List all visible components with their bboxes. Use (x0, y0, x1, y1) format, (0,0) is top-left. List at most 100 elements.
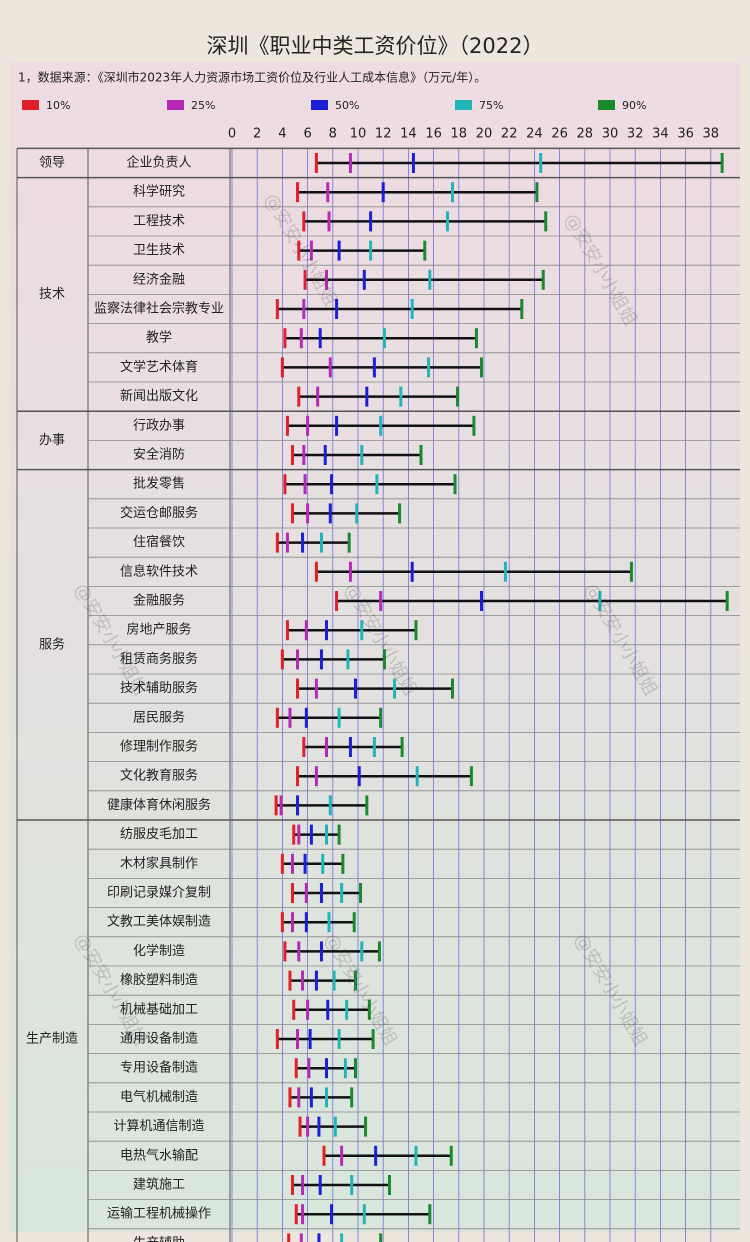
category-label: 租赁商务服务 (120, 651, 198, 667)
x-tick-label: 20 (476, 127, 493, 142)
category-label: 企业负责人 (126, 155, 191, 171)
percentile-mark (297, 824, 301, 845)
percentile-mark (285, 532, 289, 553)
category-label: 专用设备制造 (120, 1060, 198, 1076)
percentile-mark (280, 853, 284, 874)
category-label: 交运仓邮服务 (120, 505, 198, 521)
percentile-mark (301, 1204, 305, 1225)
percentile-mark (415, 766, 419, 787)
percentile-mark (296, 649, 300, 670)
percentile-mark (285, 415, 289, 436)
percentile-mark (372, 357, 376, 378)
percentile-mark (314, 766, 318, 787)
percentile-mark (314, 678, 318, 699)
percentile-mark (296, 678, 300, 699)
category-label: 电热气水输配 (120, 1147, 198, 1163)
x-tick-label: 16 (425, 127, 442, 142)
category-label: 机械基础加工 (120, 1002, 198, 1017)
legend-label: 75% (479, 99, 503, 112)
percentile-mark (283, 328, 287, 349)
percentile-mark (381, 182, 385, 203)
legend-swatch (598, 100, 615, 110)
percentile-mark (469, 766, 473, 787)
percentile-mark (414, 1145, 418, 1166)
percentile-mark (360, 620, 364, 641)
percentile-mark (335, 299, 339, 319)
percentile-mark (347, 532, 351, 553)
percentile-mark (720, 153, 724, 173)
percentile-mark (326, 182, 330, 203)
x-tick-label: 32 (627, 127, 644, 142)
percentile-mark (297, 386, 301, 407)
percentile-mark (449, 1145, 453, 1166)
percentile-mark (330, 474, 334, 495)
percentile-mark (544, 211, 548, 232)
percentile-mark (290, 853, 294, 874)
percentile-mark (359, 883, 363, 903)
category-label: 橡胶塑料制造 (120, 972, 198, 988)
category-label: 文教工美体娱制造 (107, 914, 211, 930)
category-label: 信息软件技术 (120, 563, 198, 579)
category-label: 行政办事 (133, 418, 185, 433)
category-label: 经济金融 (133, 271, 185, 287)
percentile-mark (362, 269, 366, 290)
percentile-mark (410, 561, 414, 582)
percentile-mark (306, 503, 310, 524)
percentile-mark (346, 649, 350, 670)
percentile-mark (304, 707, 308, 728)
percentile-mark (296, 1029, 300, 1049)
percentile-mark (322, 1145, 326, 1166)
percentile-mark (318, 328, 322, 349)
percentile-mark (328, 795, 332, 816)
percentile-mark (520, 299, 524, 319)
category-label: 工程技术 (133, 214, 185, 229)
legend-swatch (455, 100, 472, 110)
percentile-mark (292, 999, 296, 1020)
percentile-mark (325, 1087, 328, 1108)
percentile-mark (330, 1204, 334, 1225)
percentile-mark (362, 1204, 366, 1225)
percentile-mark (535, 182, 539, 203)
percentile-mark (393, 678, 397, 699)
category-label: 木材家具制作 (120, 855, 198, 871)
percentile-mark (301, 532, 305, 553)
percentile-mark (367, 999, 371, 1020)
percentile-mark (328, 503, 332, 524)
percentile-mark (360, 941, 364, 962)
percentile-mark (327, 211, 331, 232)
percentile-mark (297, 1087, 301, 1108)
percentile-mark (382, 328, 386, 349)
percentile-mark (423, 240, 427, 261)
percentile-mark (340, 883, 344, 903)
percentile-mark (304, 912, 308, 933)
category-label: 教学 (146, 330, 172, 346)
percentile-mark (280, 912, 284, 933)
category-label: 通用设备制造 (120, 1031, 198, 1047)
percentile-mark (294, 1058, 298, 1079)
percentile-mark (456, 386, 460, 407)
percentile-mark (335, 415, 339, 436)
percentile-mark (319, 649, 323, 670)
percentile-mark (451, 182, 454, 203)
category-label: 健康体育休闲服务 (107, 797, 211, 813)
percentile-mark (388, 1175, 391, 1195)
percentile-mark (414, 620, 418, 641)
percentile-mark (314, 561, 318, 582)
percentile-mark (299, 328, 303, 349)
percentile-mark (332, 970, 336, 991)
percentile-mark (365, 795, 369, 816)
legend-swatch (22, 100, 39, 110)
percentile-mark (296, 766, 300, 787)
percentile-mark (340, 1233, 344, 1242)
x-tick-label: 0 (228, 127, 236, 142)
percentile-mark (290, 445, 294, 465)
category-label: 修理制作服务 (120, 739, 198, 755)
percentile-mark (345, 999, 349, 1020)
category-label: 科学研究 (133, 184, 185, 200)
percentile-mark (319, 532, 323, 553)
category-label: 批发零售 (133, 476, 185, 492)
percentile-mark (314, 153, 318, 173)
group-label: 办事 (39, 433, 65, 448)
percentile-mark (369, 211, 373, 232)
x-tick-label: 4 (278, 127, 286, 142)
